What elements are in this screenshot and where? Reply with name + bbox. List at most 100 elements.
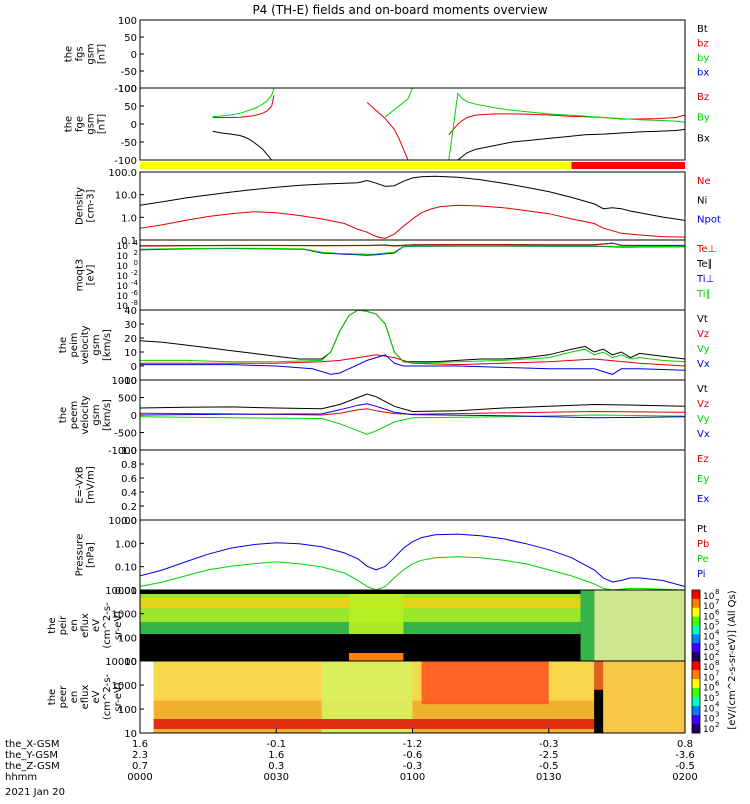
elec-no-data <box>140 661 154 733</box>
colorbar-seg <box>692 616 700 626</box>
series-group <box>140 393 685 435</box>
legend-entry-2: Vy <box>697 414 710 425</box>
y-axis-label-line: eV <box>91 619 102 632</box>
y-tick-exponent: -4 <box>131 279 139 287</box>
colorbar-label: 10 <box>703 633 715 643</box>
legend-entry-1: Te∥ <box>696 259 713 270</box>
panel-frame <box>139 449 686 521</box>
y-tick-label: 10 <box>124 729 137 740</box>
y-tick-label: -50 <box>121 138 137 149</box>
y-axis-label: Density [cm-3] <box>75 187 97 225</box>
y-tick-label: 0.1 <box>121 236 137 247</box>
y-tick-label: -50 <box>121 67 137 78</box>
colorbar-label: 10 <box>703 673 715 683</box>
colorbar-exp: 5 <box>715 619 719 627</box>
y-axis-label-line: [nT] <box>97 44 108 64</box>
y-tick-label: 0.4 <box>121 488 137 499</box>
y-axis-label-line: en <box>69 691 80 704</box>
ion-burst <box>348 594 404 634</box>
y-tick-label: 1.0 <box>121 446 137 457</box>
legend-entry-1: Vz <box>697 329 709 340</box>
panel-e-vxb: 1.0 0.8 0.6 0.4 0.2 0.0 E=-VxB [mV/m] Ez Ey Ex <box>75 446 710 527</box>
y-tick-label: -1000 <box>108 446 137 457</box>
legend-entry-1: Pb <box>697 539 709 550</box>
legend-entry-3: Ti∥ <box>696 289 711 300</box>
colorbar-label: 10 <box>703 602 715 612</box>
y-tick-label: 1.00 <box>115 539 137 550</box>
colorbar-exp: 2 <box>715 721 719 729</box>
legend-entry-2: by <box>697 53 709 64</box>
y-axis-label-line: [km/s] <box>102 329 113 361</box>
y-tick-label: 0.6 <box>121 474 137 485</box>
y-axis-label-line: [eV] <box>86 265 97 286</box>
series-line-vt <box>140 393 685 413</box>
colorbar-label: 10 <box>703 623 715 633</box>
panel-frame <box>139 19 686 89</box>
series-line-pe <box>140 556 685 590</box>
colorbar-seg <box>692 679 700 689</box>
y-axis-label-line: the <box>47 617 58 633</box>
x-row-value: -0.3 <box>403 761 423 772</box>
colorbar-seg <box>692 643 700 653</box>
legend-entry-3: Vx <box>697 429 710 440</box>
colorbar-seg <box>692 652 700 662</box>
colorbar-label: 10 <box>703 715 715 725</box>
colorbar-exp: 6 <box>715 680 720 688</box>
y-axis-label-line: [cm-3] <box>86 189 97 222</box>
y-tick-label: 10 <box>124 348 137 359</box>
series-group <box>140 310 685 375</box>
y-axis-label-line: Density <box>75 187 86 225</box>
x-row-label: the_X-GSM <box>5 739 59 750</box>
y-axis-label-line: E=-VxB <box>75 466 86 503</box>
x-row-value: -3.6 <box>675 750 695 761</box>
heatmap-cells <box>140 661 685 733</box>
colorbar-label: 10 <box>703 684 715 694</box>
x-row-value: -0.1 <box>266 739 286 750</box>
y-axis-label-line: eflux <box>80 613 91 638</box>
y-tick-exponent: 2 <box>134 249 138 257</box>
panel-frame <box>139 239 686 311</box>
y-axis-label-line: the <box>47 689 58 705</box>
y-axis-label-line: sr-eV) <box>113 682 124 711</box>
x-date-label: 2021 Jan 20 <box>5 787 65 798</box>
panel-peem-velocity: 1000 500 0 -500 -1000 the peem velocity gsm [km/s… <box>58 376 710 457</box>
x-row-value: 0200 <box>672 772 697 783</box>
y-tick-label: 1000 <box>112 681 137 692</box>
y-tick-label: 100.0 <box>108 168 137 179</box>
x-row-value: -0.5 <box>539 761 559 772</box>
y-axis-label-line: [nT] <box>97 114 108 134</box>
y-axis-label: Pressure [nPa] <box>75 534 97 577</box>
colorbar-title: [eV/(cm^2-s-sr-eV)] (All Qs) <box>727 590 738 729</box>
y-tick-label: 30 <box>124 320 137 331</box>
legend-entry-0: Vt <box>697 384 708 395</box>
x-row-value: 0100 <box>400 772 425 783</box>
panel-density: 100.0 10.0 1.0 0.1 Density [cm-3] Ne Ni Npot <box>75 168 721 247</box>
x-row-value: -0.3 <box>539 739 559 750</box>
colorbar-exp: 8 <box>715 659 719 667</box>
y-tick-label: -100 <box>114 156 137 167</box>
y-tick-mantissa: 10 <box>117 282 129 292</box>
colorbar-exp: 5 <box>715 690 719 698</box>
y-tick-label: 0.2 <box>121 502 137 513</box>
legend-entry-2: Ex <box>697 494 709 505</box>
y-tick-label: 10 <box>124 657 137 668</box>
colorbar-exp: 4 <box>715 700 720 708</box>
colorbar-exp: 7 <box>715 598 719 606</box>
colorbar-exp: 8 <box>715 588 719 596</box>
series-line-pi <box>140 533 685 587</box>
y-tick-mantissa: 10 <box>117 252 129 262</box>
legend-entry-3: Pi <box>697 569 706 580</box>
y-axis-label-line: the <box>64 116 75 132</box>
y-tick-mantissa: 10 <box>117 242 129 252</box>
colorbar-seg <box>692 661 700 671</box>
series-line-ti∥ <box>140 245 685 255</box>
y-axis-label-line: (cm^2-s- <box>102 602 113 649</box>
y-tick-exponent: -8 <box>131 299 138 307</box>
colorbar-exp: 3 <box>715 639 719 647</box>
colorbar-frame <box>691 660 701 734</box>
y-tick-label: 0 <box>131 50 137 61</box>
x-row-value: -0.5 <box>675 761 695 772</box>
